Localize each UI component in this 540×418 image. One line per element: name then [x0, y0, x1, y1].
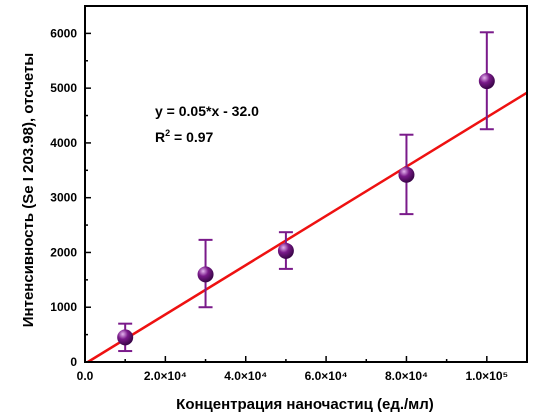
x-tick-label: 4.0×10⁴	[224, 369, 267, 383]
data-points	[117, 31, 495, 353]
y-tick-label: 4000	[50, 136, 77, 150]
data-point-group	[398, 133, 415, 216]
ticks: 0.0 2.0×10⁴ 4.0×10⁴ 6.0×10⁴ 8.0×10⁴ 1.0×10⁵ 0 1…	[50, 26, 508, 383]
r2-superscript: 2	[165, 128, 170, 138]
fit-line-group	[87, 91, 528, 364]
data-point-group	[478, 31, 495, 131]
data-point-group	[197, 238, 214, 309]
data-point-group	[117, 322, 134, 353]
x-axis-title: Концентрация наночастиц (ед./мл)	[176, 396, 434, 413]
y-tick-label: 1000	[50, 300, 77, 314]
data-point	[117, 329, 134, 346]
x-tick-label: 1.0×10⁵	[465, 369, 508, 383]
data-point-group	[277, 231, 294, 270]
y-tick-label: 0	[70, 355, 77, 369]
y-tick-label: 2000	[50, 245, 77, 259]
fit-line	[87, 91, 528, 364]
x-tick-label: 2.0×10⁴	[144, 369, 187, 383]
r2-value: = 0.97	[170, 129, 213, 145]
x-tick-label: 6.0×10⁴	[305, 369, 348, 383]
y-tick-label: 6000	[50, 26, 77, 40]
x-tick-label: 8.0×10⁴	[385, 369, 428, 383]
y-axis-title: Интенсивность (Se I 203.98), отсчеты	[20, 53, 37, 327]
x-tick-label: 0.0	[77, 369, 94, 383]
data-point	[478, 73, 495, 90]
r-squared-annotation: R2 = 0.97	[155, 128, 214, 145]
y-tick-label: 5000	[50, 81, 77, 95]
data-point	[277, 242, 294, 259]
y-tick-label: 3000	[50, 191, 77, 205]
plot-frame	[84, 5, 528, 363]
fit-equation: y = 0.05*x - 32.0	[155, 103, 259, 119]
r2-prefix: R	[155, 129, 165, 145]
data-point	[197, 266, 214, 283]
data-point	[398, 166, 415, 183]
